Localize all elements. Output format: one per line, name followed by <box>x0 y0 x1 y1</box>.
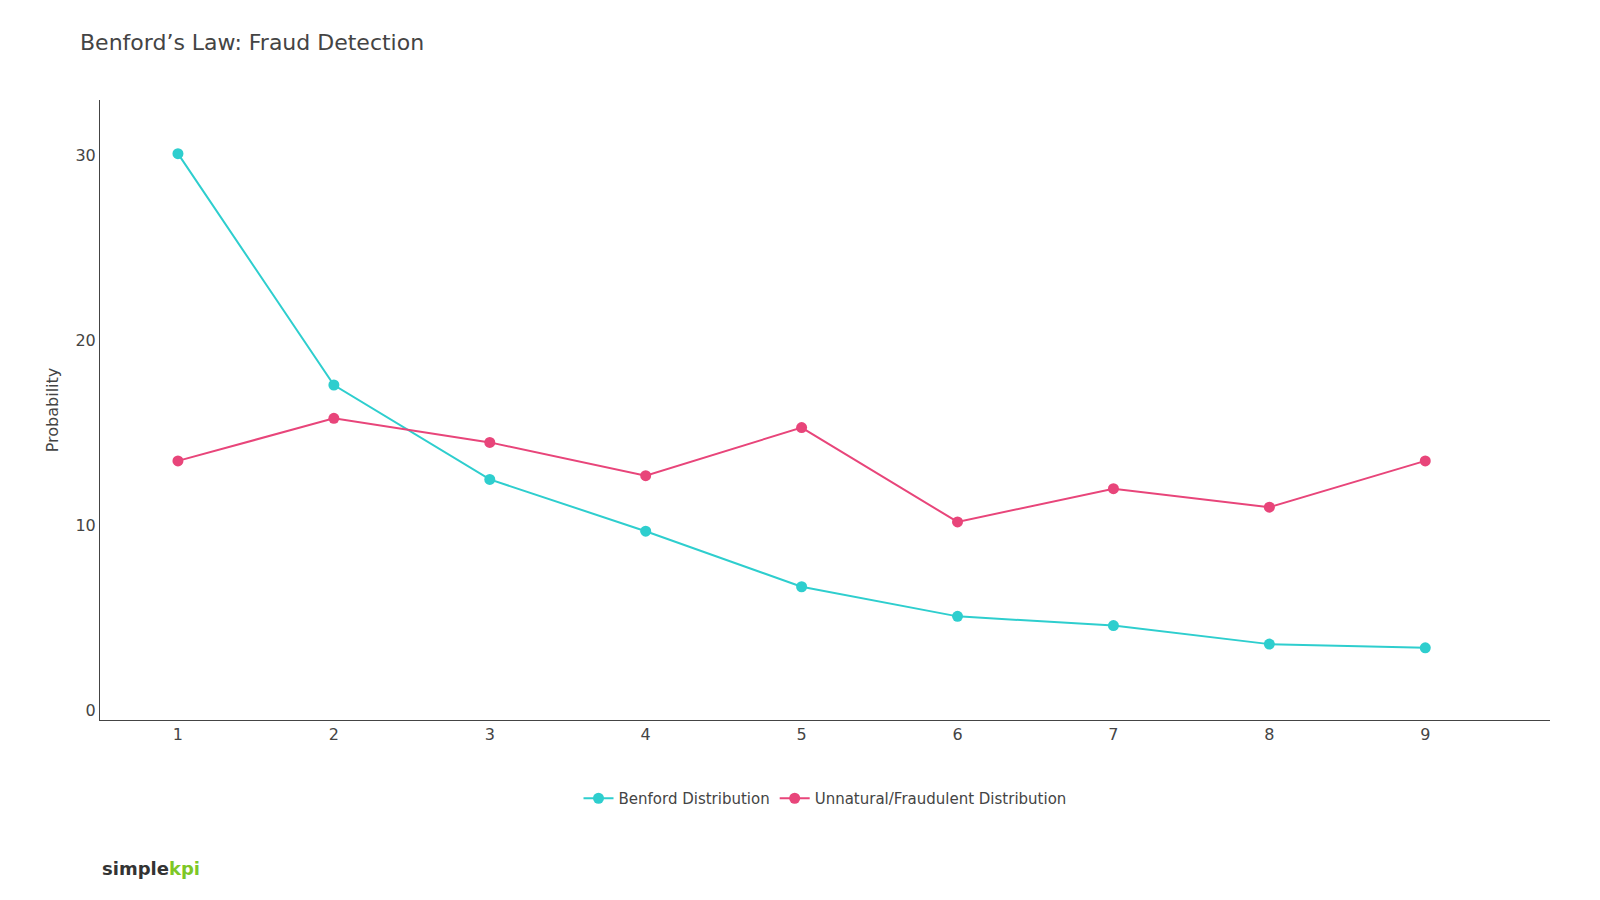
svg-text:30: 30 <box>75 146 95 165</box>
svg-text:5: 5 <box>797 725 807 744</box>
svg-text:Benford’s Law: Fraud Detection: Benford’s Law: Fraud Detection <box>80 30 424 55</box>
svg-text:0: 0 <box>86 701 96 720</box>
svg-text:3: 3 <box>485 725 495 744</box>
svg-text:8: 8 <box>1264 725 1274 744</box>
svg-text:9: 9 <box>1420 725 1430 744</box>
svg-text:Unnatural/Fraudulent Distribut: Unnatural/Fraudulent Distribution <box>815 790 1067 808</box>
svg-text:6: 6 <box>952 725 962 744</box>
svg-text:1: 1 <box>173 725 183 744</box>
svg-text:Benford Distribution: Benford Distribution <box>619 790 770 808</box>
svg-text:20: 20 <box>75 331 95 350</box>
svg-text:10: 10 <box>75 516 95 535</box>
svg-text:Probability: Probability <box>43 368 62 453</box>
svg-text:2: 2 <box>329 725 339 744</box>
svg-text:simplekpi: simplekpi <box>102 858 200 879</box>
svg-text:4: 4 <box>641 725 651 744</box>
svg-text:7: 7 <box>1108 725 1118 744</box>
